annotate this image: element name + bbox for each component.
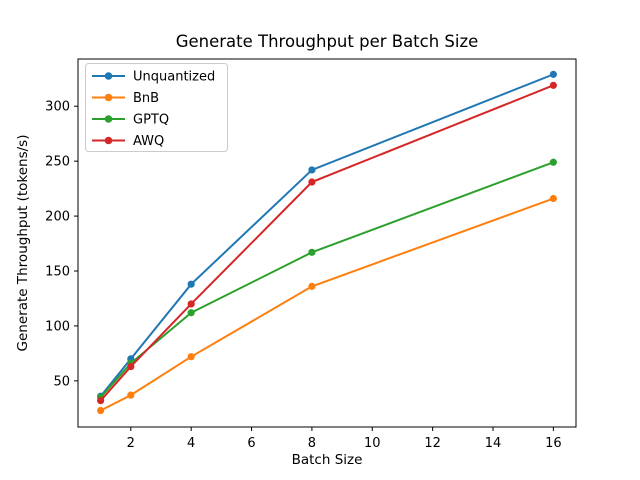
x-tick-label: 8 xyxy=(308,436,316,451)
series-marker-unquantized xyxy=(187,280,195,288)
legend-label-gptq: GPTQ xyxy=(133,113,169,128)
y-tick-label: 300 xyxy=(45,100,70,115)
series-marker-awq xyxy=(549,81,557,89)
series-marker-bnb xyxy=(97,406,105,415)
x-tick-label: 14 xyxy=(485,436,502,451)
y-tick-label: 250 xyxy=(45,155,70,170)
axes-frame xyxy=(77,58,577,428)
series-marker-awq xyxy=(308,178,316,186)
x-tick-label: 2 xyxy=(127,436,135,451)
y-tick-label: 150 xyxy=(45,265,70,280)
x-tick-label: 16 xyxy=(545,436,562,451)
series-marker-awq xyxy=(97,397,105,405)
legend-box xyxy=(85,63,228,152)
chart-title: Generate Throughput per Batch Size xyxy=(176,32,479,51)
series-marker-bnb xyxy=(308,282,316,290)
series-marker-bnb xyxy=(127,391,135,399)
series-marker-gptq xyxy=(187,309,195,317)
plot-area: 2 4 6 8 10 12 14 16 50 100 150 200 250 300 Unquantized… xyxy=(45,58,577,451)
series-line-gptq xyxy=(99,161,554,399)
x-axis-label: Batch Size xyxy=(292,452,363,468)
legend-marker-unquantized xyxy=(104,72,113,80)
legend-label-awq: AWQ xyxy=(133,134,164,149)
legend-marker-bnb xyxy=(104,93,113,102)
series-marker-awq xyxy=(187,300,195,308)
x-tick-label: 6 xyxy=(247,436,255,451)
y-tick-label: 200 xyxy=(45,210,70,225)
series-marker-gptq xyxy=(308,248,316,256)
y-tick-label: 100 xyxy=(45,319,70,334)
series-marker-unquantized xyxy=(549,70,557,78)
legend-label-unquantized: Unquantized xyxy=(133,70,215,85)
x-tick-label: 12 xyxy=(424,436,441,451)
series-marker-gptq xyxy=(549,158,557,166)
series-line-bnb xyxy=(100,197,554,412)
x-tick-label: 10 xyxy=(364,436,381,451)
x-tick-label: 4 xyxy=(187,436,195,451)
legend-marker-awq xyxy=(104,136,113,145)
y-axis-label: Generate Throughput (tokens/s) xyxy=(15,135,31,352)
legend-marker-gptq xyxy=(104,115,113,123)
series-marker-unquantized xyxy=(308,166,316,174)
series-marker-bnb xyxy=(549,194,557,203)
series-marker-bnb xyxy=(187,353,195,361)
y-tick-label: 50 xyxy=(53,374,70,389)
series-marker-awq xyxy=(127,362,135,371)
legend-label-bnb: BnB xyxy=(133,91,159,106)
